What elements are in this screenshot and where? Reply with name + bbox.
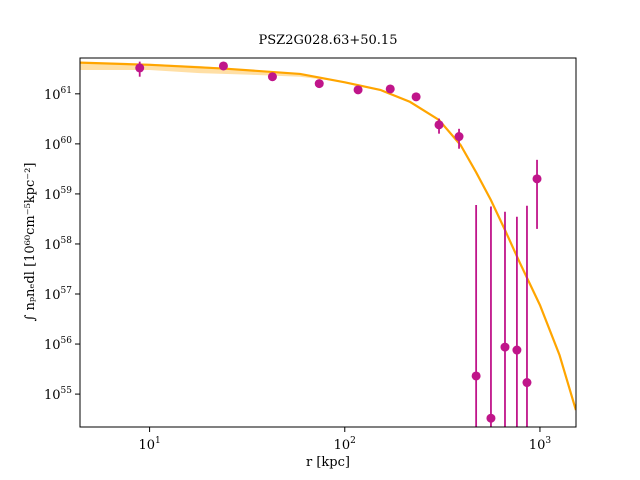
- y-tick-label-base: 10: [44, 288, 61, 303]
- data-point: [532, 174, 542, 184]
- axes-frame: [79, 57, 577, 428]
- y-tick-label-base: 10: [44, 388, 61, 403]
- x-tick-label-exponent: 2: [350, 436, 356, 446]
- y-tick-label-exponent: 58: [61, 236, 73, 246]
- y-tick-label: 1055: [44, 386, 72, 403]
- x-tick-label-base: 10: [529, 438, 546, 453]
- y-tick-label-exponent: 60: [61, 136, 73, 146]
- y-tick-label-exponent: 59: [61, 186, 73, 196]
- y-tick-label-exponent: 61: [61, 86, 72, 96]
- model-line: [80, 61, 576, 411]
- data-point: [135, 63, 145, 73]
- data-point: [314, 79, 324, 89]
- y-tick-label: 1057: [44, 286, 72, 303]
- x-axis-label: r [kpc]: [306, 455, 350, 470]
- y-tick-label-base: 10: [44, 238, 61, 253]
- y-tick-label: 1060: [44, 136, 72, 153]
- data-point: [353, 85, 363, 95]
- y-tick-label: 1059: [44, 186, 72, 203]
- y-axis-label: ∫ nₚnₑdl [10⁶⁰cm⁻⁵kpc⁻²]: [23, 163, 38, 322]
- y-tick-label: 1058: [44, 236, 72, 253]
- y-tick-label-exponent: 56: [61, 336, 73, 346]
- data-point: [434, 120, 444, 130]
- x-tick-label: 103: [529, 436, 552, 453]
- data-point: [486, 413, 496, 423]
- data-point: [454, 132, 464, 142]
- data-point: [512, 345, 522, 355]
- data-point: [500, 342, 510, 352]
- y-tick-label-base: 10: [44, 338, 61, 353]
- y-tick-label-exponent: 57: [61, 286, 73, 296]
- x-tick-label: 102: [334, 436, 356, 453]
- x-tick-label-exponent: 1: [155, 436, 161, 446]
- x-tick-label: 101: [138, 436, 160, 453]
- x-tick-label-base: 10: [334, 438, 351, 453]
- data-point: [385, 84, 395, 94]
- y-tick-label-base: 10: [44, 188, 61, 203]
- plot-area: [80, 61, 576, 427]
- y-tick-label: 1056: [44, 336, 72, 353]
- x-tick-label-exponent: 3: [545, 436, 551, 446]
- y-tick-label: 1061: [44, 86, 72, 103]
- y-tick-label-base: 10: [44, 88, 61, 103]
- data-point: [411, 92, 421, 102]
- y-tick-label-exponent: 55: [61, 386, 73, 396]
- chart-title: PSZ2G028.63+50.15: [259, 33, 398, 48]
- y-tick-label-base: 10: [44, 138, 61, 153]
- data-point: [218, 61, 228, 71]
- confidence-band: [80, 62, 345, 83]
- data-point: [522, 378, 532, 388]
- data-point: [471, 371, 481, 381]
- x-tick-label-base: 10: [138, 438, 155, 453]
- data-point: [267, 72, 277, 82]
